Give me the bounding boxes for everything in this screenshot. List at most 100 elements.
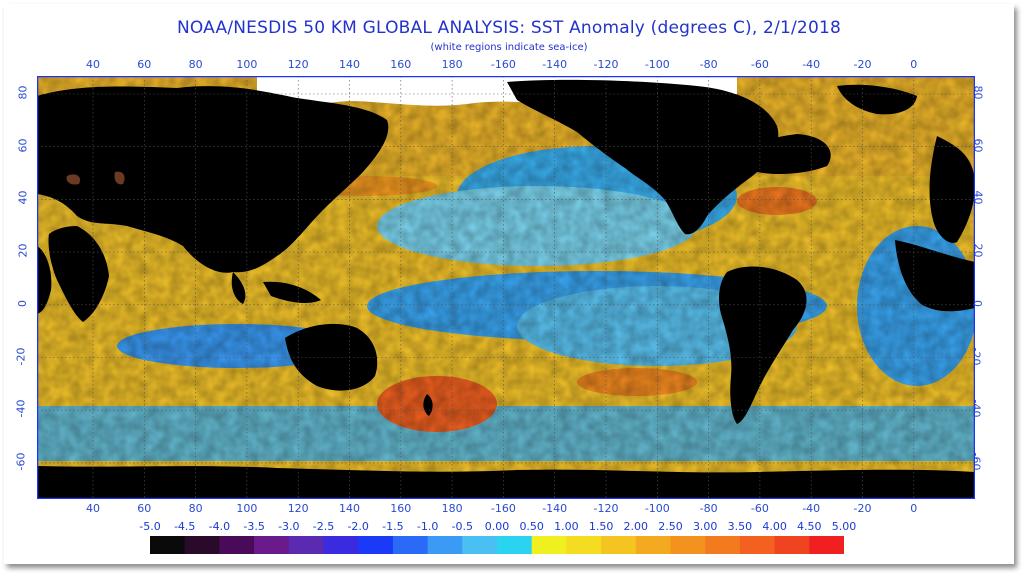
longitude-tick-bottom: 180 — [441, 502, 463, 515]
longitude-tick-bottom: -60 — [750, 502, 769, 515]
colorbar-swatch — [392, 536, 429, 554]
longitude-tick-top: -140 — [542, 58, 568, 71]
map-border — [37, 76, 975, 499]
longitude-tick-bottom: 100 — [236, 502, 258, 515]
eurasia-land — [37, 86, 389, 273]
map-title: NOAA/NESDIS 50 KM GLOBAL ANALYSIS: SST A… — [176, 18, 842, 38]
colorbar-swatch — [809, 536, 844, 554]
colorbar-label: 3.50 — [727, 520, 753, 533]
colorbar-swatch — [288, 536, 324, 554]
colorbar-swatch — [497, 536, 533, 554]
colorbar-swatch — [427, 536, 463, 554]
aral-sea — [114, 171, 125, 185]
longitude-tick-bottom: 60 — [137, 502, 152, 515]
latitude-tick-left: -60 — [14, 452, 28, 471]
indochina-land — [231, 272, 246, 304]
longitude-tick-bottom: 140 — [339, 502, 360, 515]
colorbar-swatch — [219, 536, 255, 554]
longitude-tick-bottom: 0 — [910, 502, 918, 515]
greenland-land — [837, 84, 917, 115]
colorbar-swatch — [462, 536, 498, 554]
colorbar-swatch — [601, 536, 637, 554]
longitude-tick-top: -120 — [593, 58, 619, 71]
longitude-tick-bottom: -40 — [802, 502, 821, 515]
sst-anomaly-map — [37, 76, 975, 499]
colorbar-label: 4.50 — [797, 520, 822, 533]
colorbar-label: 0.50 — [519, 520, 544, 533]
latitude-tick-left: 0 — [15, 299, 29, 307]
longitude-tick-bottom: -120 — [593, 502, 619, 515]
longitude-tick-bottom: -20 — [853, 502, 872, 515]
colorbar-label: -0.5 — [451, 520, 474, 533]
colorbar-label: -1.0 — [416, 520, 439, 533]
longitude-tick-top: 40 — [86, 58, 100, 71]
latitude-tick-left: -20 — [14, 347, 28, 365]
colorbar-label: -2.0 — [347, 520, 369, 533]
longitude-tick-bottom: -140 — [542, 502, 568, 515]
longitude-tick-bottom: 40 — [86, 502, 100, 515]
south-america-land — [719, 266, 807, 424]
colorbar-label: 1.50 — [588, 520, 614, 533]
latitude-tick-left: 40 — [16, 190, 30, 205]
latitude-tick-left: 60 — [16, 138, 30, 153]
antarctica-land — [37, 466, 975, 499]
graticule — [37, 76, 975, 499]
colorbar-label: 1.00 — [554, 520, 579, 533]
longitude-tick-bottom: -160 — [490, 502, 516, 515]
longitude-tick-bottom: 80 — [188, 502, 203, 515]
colorbar-swatch — [254, 536, 290, 554]
colorbar-label: -3.0 — [278, 520, 300, 533]
latitude-tick-left: -40 — [14, 399, 28, 418]
longitude-tick-top: 160 — [390, 58, 412, 71]
colorbar-swatch — [705, 536, 741, 554]
colorbar-label: -4.0 — [208, 520, 231, 533]
colorbar-swatch — [184, 536, 220, 554]
longitude-tick-top: 0 — [910, 58, 918, 71]
north-america-land — [507, 79, 779, 235]
longitude-tick-top: -160 — [490, 58, 516, 71]
colorbar-swatch — [566, 536, 602, 554]
colorbar-label: -5.0 — [139, 520, 161, 533]
colorbar-label: -4.5 — [173, 520, 196, 533]
africa-west-land — [37, 246, 52, 314]
map-subtitle: (white regions indicate sea-ice) — [430, 42, 588, 53]
colorbar-swatch — [635, 536, 671, 554]
colorbar-label: 2.00 — [623, 520, 649, 533]
colorbar-label: -1.5 — [382, 520, 404, 533]
africa-horn-land — [48, 226, 109, 322]
latitude-tick-left: 80 — [16, 85, 30, 100]
longitude-tick-bottom: 120 — [287, 502, 309, 515]
colorbar-label: -2.5 — [312, 520, 335, 533]
colorbar-label: 0.00 — [484, 520, 510, 533]
colorbar-swatch — [670, 536, 706, 554]
longitude-tick-top: 100 — [236, 58, 258, 71]
longitude-tick-top: 180 — [441, 58, 463, 71]
colorbar-label: 4.00 — [762, 520, 787, 533]
longitude-tick-top: 120 — [287, 58, 309, 71]
colorbar — [150, 536, 844, 554]
longitude-tick-top: -40 — [802, 58, 821, 71]
colorbar-label: 2.50 — [658, 520, 683, 533]
colorbar-swatch — [739, 536, 776, 554]
longitude-tick-top: -80 — [699, 58, 718, 71]
longitude-tick-top: 80 — [188, 58, 203, 71]
longitude-tick-top: 140 — [339, 58, 360, 71]
colorbar-swatch — [531, 536, 567, 554]
australia-land — [285, 323, 378, 391]
latitude-tick-left: 20 — [16, 243, 30, 258]
longitude-tick-top: -100 — [644, 58, 670, 71]
longitude-tick-top: -60 — [750, 58, 769, 71]
longitude-tick-bottom: -80 — [699, 502, 718, 515]
canada-east-land — [717, 134, 831, 174]
longitude-tick-top: -20 — [853, 58, 872, 71]
colorbar-swatch — [774, 536, 810, 554]
europe-africa-east-land — [929, 136, 975, 243]
longitude-tick-bottom: -100 — [644, 502, 670, 515]
colorbar-swatch — [150, 536, 186, 554]
colorbar-label: 5.00 — [831, 520, 857, 533]
indonesia-land — [263, 281, 321, 303]
longitude-tick-top: 60 — [137, 58, 152, 71]
longitude-tick-bottom: 160 — [390, 502, 412, 515]
colorbar-label: 3.00 — [692, 520, 718, 533]
caspian-sea — [66, 174, 81, 185]
